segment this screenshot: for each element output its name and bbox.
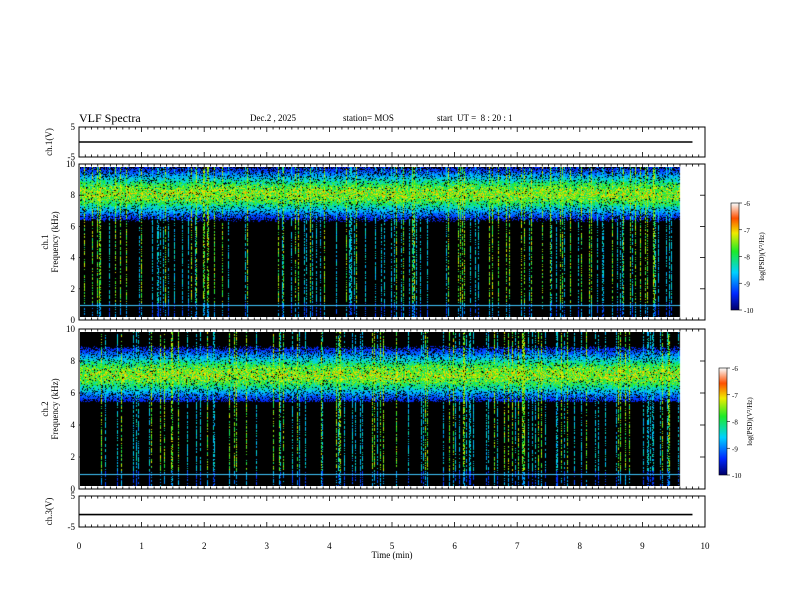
- y-axis-label: ch.3(V): [44, 498, 54, 526]
- colorbar-ch2: [719, 368, 727, 475]
- y-tick-label: 6: [71, 221, 76, 231]
- colorbar-tick-label: -7: [732, 392, 738, 400]
- y-tick-label: 0: [71, 315, 76, 325]
- y-tick-label: 8: [71, 190, 76, 200]
- y-tick-label: 0: [71, 484, 76, 494]
- colorbar-tick-label: -9: [744, 280, 750, 288]
- panel-frame: [78, 163, 706, 321]
- y-axis-label: ch.1(V): [44, 128, 54, 156]
- y-axis-label: Frequency (kHz): [50, 211, 60, 272]
- x-tick-label: 1: [139, 541, 144, 551]
- start-ut-label: start UT = 8 : 20 : 1: [437, 113, 513, 123]
- y-tick-label: 10: [66, 159, 76, 169]
- colorbar-tick-label: -10: [744, 307, 754, 315]
- y-tick-label: -5: [68, 522, 76, 532]
- x-tick-label: 4: [327, 541, 332, 551]
- channel-label: ch.1: [40, 234, 50, 249]
- x-axis-label: Time (min): [372, 550, 413, 560]
- colorbar-tick-label: -7: [744, 227, 750, 235]
- chart-title: VLF Spectra: [79, 111, 141, 125]
- colorbar-tick-label: -9: [732, 445, 738, 453]
- y-axis-label: Frequency (kHz): [50, 378, 60, 439]
- x-tick-label: 0: [77, 541, 82, 551]
- colorbar-label: log(PSD)(V²/Hz): [758, 232, 766, 281]
- y-tick-label: 6: [71, 388, 76, 398]
- x-tick-label: 7: [515, 541, 520, 551]
- spectrogram-ch2-image: [80, 332, 692, 486]
- date-label: Dec.2 , 2025: [250, 113, 296, 123]
- colorbar-tick-label: -6: [732, 365, 738, 373]
- x-tick-label: 3: [265, 541, 270, 551]
- y-tick-label: 4: [71, 420, 76, 430]
- spectrogram-ch1-image: [80, 167, 692, 317]
- x-tick-label: 10: [701, 541, 711, 551]
- y-tick-label: 8: [71, 356, 76, 366]
- channel-label: ch.2: [40, 401, 50, 416]
- colorbar-ch1: [731, 203, 739, 310]
- colorbar-frame: [718, 367, 728, 476]
- station-label: station= MOS: [343, 113, 394, 123]
- y-tick-label: -5: [68, 152, 76, 162]
- x-tick-label: 8: [578, 541, 583, 551]
- colorbar-tick-label: -8: [744, 254, 750, 262]
- x-tick-label: 6: [452, 541, 457, 551]
- colorbar-tick-label: -6: [744, 200, 750, 208]
- y-tick-label: 5: [71, 491, 76, 501]
- y-tick-label: 2: [71, 452, 76, 462]
- colorbar-frame: [730, 202, 740, 311]
- y-tick-label: 10: [66, 324, 76, 334]
- x-tick-label: 5: [390, 541, 395, 551]
- colorbar-tick-label: -8: [732, 419, 738, 427]
- x-tick-label: 9: [640, 541, 645, 551]
- y-tick-label: 4: [71, 253, 76, 263]
- x-tick-label: 2: [202, 541, 207, 551]
- colorbar-tick-label: -10: [732, 472, 742, 480]
- y-tick-label: 2: [71, 284, 76, 294]
- y-tick-label: 5: [71, 122, 76, 132]
- colorbar-label: log(PSD)(V²/Hz): [746, 397, 754, 446]
- panel-frame: [78, 328, 706, 490]
